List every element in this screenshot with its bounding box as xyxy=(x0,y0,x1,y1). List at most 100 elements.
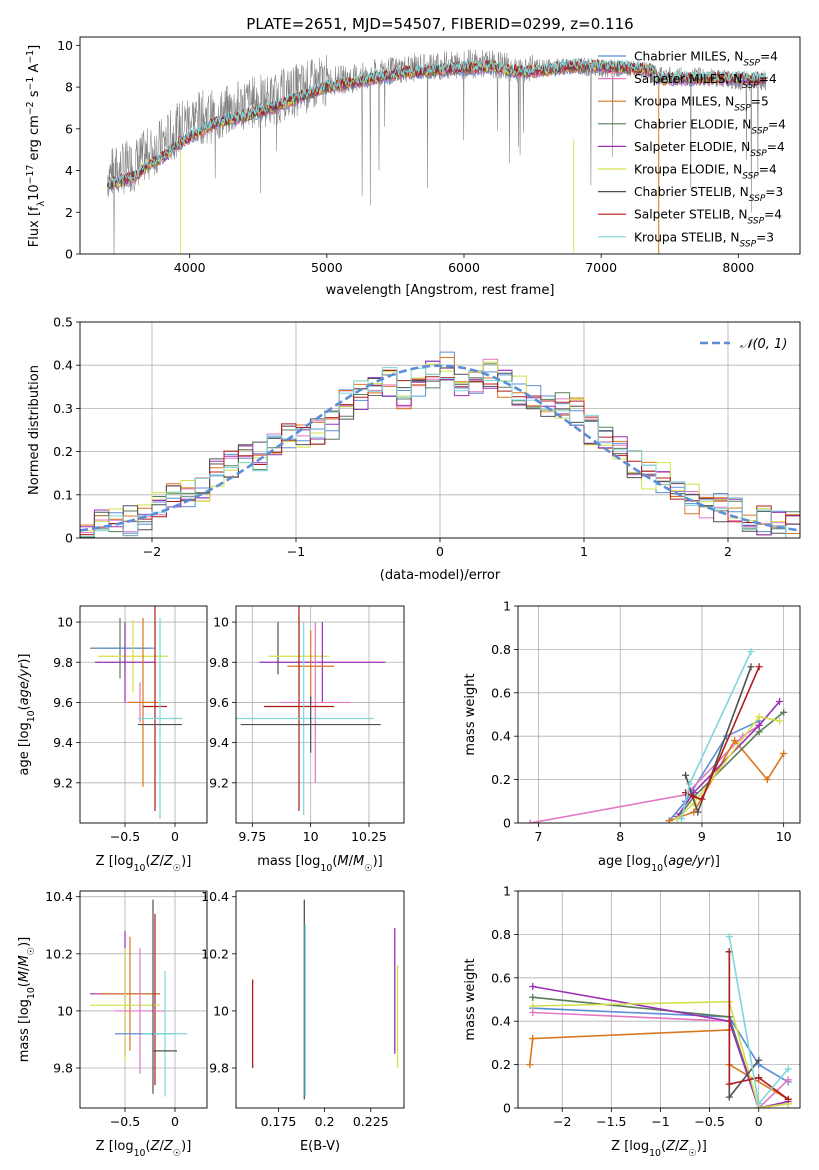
x-tick-label: 0.225 xyxy=(353,1114,389,1129)
plus-marker xyxy=(755,1100,763,1108)
y-tick-label: 9.6 xyxy=(53,695,73,710)
legend-label: Kroupa STELIB, NSSP=3 xyxy=(634,230,774,249)
x-tick-label: 0.2 xyxy=(315,1114,335,1129)
plus-marker xyxy=(780,708,788,716)
legend-label: Kroupa ELODIE, NSSP=4 xyxy=(634,163,777,182)
axes-frame xyxy=(79,605,208,824)
plus-marker xyxy=(694,808,702,816)
plus-marker xyxy=(725,933,733,941)
plot-area xyxy=(106,48,767,254)
histogram-step xyxy=(80,367,800,538)
x-tick-label: 6000 xyxy=(448,260,480,275)
y-tick-label: 10 xyxy=(57,1003,73,1018)
axes-frame xyxy=(79,890,208,1109)
plot-area xyxy=(526,648,788,823)
y-tick-label: 6 xyxy=(65,121,73,136)
plus-marker xyxy=(665,817,673,823)
x-tick-label: 2 xyxy=(724,544,732,559)
plot-area xyxy=(251,899,399,1100)
weight-series-line xyxy=(532,1007,789,1083)
y-tick-label: 0 xyxy=(503,1101,511,1116)
y-tick-label: 0.3 xyxy=(53,401,73,416)
residuals-y-axis-label: Normed distribution xyxy=(27,365,42,495)
legend-label: Kroupa MILES, NSSP=5 xyxy=(634,95,769,114)
y-tick-label: 10 xyxy=(57,38,73,53)
plus-marker xyxy=(529,1002,537,1010)
age_vs_Z-y-axis-label: age [log10(age/yr)] xyxy=(17,653,37,775)
x-tick-label: 10 xyxy=(303,829,319,844)
plus-marker xyxy=(755,663,763,671)
plus-marker xyxy=(526,1061,534,1069)
plus-marker xyxy=(784,1065,792,1073)
y-tick-label: 10 xyxy=(213,1003,229,1018)
figure-title: PLATE=2651, MJD=54507, FIBERID=0299, z=0… xyxy=(246,15,633,33)
x-tick-label: 0 xyxy=(171,829,179,844)
x-tick-label: 7000 xyxy=(585,260,617,275)
plus-marker xyxy=(529,982,537,990)
mass_weight_vs_age-panel: 7 8 9 10 0 0.2 0.4 0.6 0.8 1 age [log10(age/yr)] ma… xyxy=(463,599,801,874)
x-tick-label: 9.75 xyxy=(238,829,266,844)
plus-marker xyxy=(755,1074,763,1082)
plus-marker xyxy=(763,776,771,784)
plus-marker xyxy=(698,795,706,803)
legend-label: Salpeter ELODIE, NSSP=4 xyxy=(634,140,785,159)
axes-frame xyxy=(517,890,801,1109)
x-tick-label: −1.5 xyxy=(596,1114,626,1129)
x-tick-label: 8 xyxy=(616,829,624,844)
legend-label: 𝒩(0, 1) xyxy=(740,337,787,352)
y-tick-label: 0 xyxy=(65,531,73,546)
y-tick-label: 10.4 xyxy=(201,889,229,904)
y-tick-label: 9.8 xyxy=(53,655,73,670)
axes-frame xyxy=(517,605,801,824)
mass_vs_Z-y-axis-label: mass [log10(M/M☉)] xyxy=(17,937,37,1063)
plus-marker xyxy=(776,697,784,705)
age_vs_mass-panel: 9.75 10 10.25 9.2 9.4 9.6 9.8 10 mass [log10(M/M… xyxy=(209,605,405,874)
x-tick-label: −0.5 xyxy=(110,829,140,844)
y-tick-label: 10.4 xyxy=(45,889,73,904)
x-tick-label: 0 xyxy=(436,544,444,559)
spectrum-panel: 4000 5000 6000 7000 8000 0 2 4 6 8 10 wavelength [A… xyxy=(25,36,801,298)
axes-frame xyxy=(235,605,405,824)
x-tick-label: 8000 xyxy=(722,260,754,275)
y-tick-label: 9.8 xyxy=(209,655,229,670)
mass_weight_vs_age-x-axis-label: age [log10(age/yr)] xyxy=(598,854,720,874)
weight-series-line xyxy=(676,711,785,820)
age_vs_mass-x-axis-label: mass [log10(M/M☉)] xyxy=(257,854,383,874)
y-tick-label: 0.4 xyxy=(53,358,73,373)
plus-marker xyxy=(725,1093,733,1101)
axes-frame xyxy=(79,36,801,255)
weight-series-line xyxy=(676,715,780,820)
y-tick-label: 0 xyxy=(65,247,73,262)
x-tick-label: −1 xyxy=(287,544,305,559)
legend-label: Chabrier MILES, NSSP=4 xyxy=(634,50,778,69)
x-tick-label: 1 xyxy=(580,544,588,559)
y-tick-label: 9.2 xyxy=(53,775,73,790)
y-tick-label: 9.4 xyxy=(209,735,229,750)
mass_weight_vs_Z-y-axis-label: mass weight xyxy=(463,958,478,1040)
plus-marker xyxy=(780,750,788,758)
axes-frame xyxy=(235,890,405,1109)
y-tick-label: 0.1 xyxy=(53,487,73,502)
plus-marker xyxy=(529,1035,537,1043)
mass_vs_Z-x-axis-label: Z [log10(Z/Z☉)] xyxy=(96,1139,192,1159)
x-tick-label: 7 xyxy=(534,829,542,844)
model-spectrum-line xyxy=(106,56,767,188)
y-tick-label: 9.8 xyxy=(209,1061,229,1076)
weight-series-line xyxy=(668,720,760,822)
plot-area xyxy=(90,606,182,819)
plus-marker xyxy=(682,771,690,779)
mass_vs_EBV-panel: 0.175 0.2 0.225 9.8 10 10.2 10.4 E(B-V) xyxy=(201,889,405,1154)
legend-label: Chabrier ELODIE, NSSP=4 xyxy=(634,117,786,136)
legend-label: Salpeter STELIB, NSSP=4 xyxy=(634,208,782,227)
x-tick-label: 10.25 xyxy=(351,829,387,844)
plus-marker xyxy=(784,1076,792,1084)
y-tick-label: 10.2 xyxy=(201,946,229,961)
residuals-panel: −2 −1 0 1 2 0 0.1 0.2 0.3 0.4 0.5 𝒩(0, 1) (data-mode… xyxy=(27,315,801,583)
y-tick-label: 0.2 xyxy=(53,444,73,459)
y-tick-label: 9.6 xyxy=(209,695,229,710)
y-tick-label: 0.4 xyxy=(491,729,511,744)
age_vs_Z-x-axis-label: Z [log10(Z/Z☉)] xyxy=(96,854,192,874)
normal-curve xyxy=(80,364,800,532)
age_vs_Z-panel: −0.5 0 9.2 9.4 9.6 9.8 10 Z [log10(Z/Z☉)] age [l… xyxy=(17,605,208,874)
